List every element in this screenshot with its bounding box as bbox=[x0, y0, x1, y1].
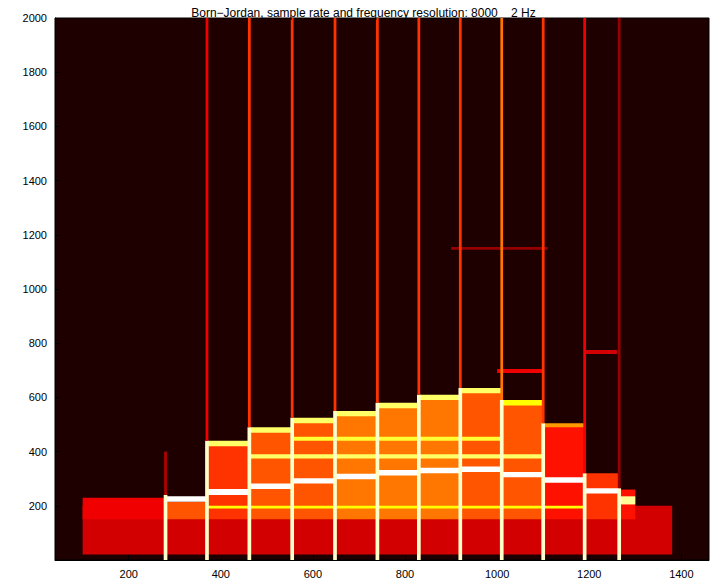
svg-text:1400: 1400 bbox=[669, 568, 693, 580]
svg-text:1600: 1600 bbox=[23, 120, 47, 132]
svg-text:1200: 1200 bbox=[23, 229, 47, 241]
svg-text:800: 800 bbox=[29, 337, 47, 349]
svg-text:1800: 1800 bbox=[23, 66, 47, 78]
svg-text:600: 600 bbox=[29, 391, 47, 403]
svg-text:800: 800 bbox=[396, 568, 414, 580]
svg-text:2000: 2000 bbox=[23, 12, 47, 24]
svg-text:1200: 1200 bbox=[577, 568, 601, 580]
svg-text:600: 600 bbox=[304, 568, 322, 580]
svg-text:1400: 1400 bbox=[23, 175, 47, 187]
svg-text:400: 400 bbox=[29, 446, 47, 458]
svg-text:1000: 1000 bbox=[485, 568, 509, 580]
svg-text:200: 200 bbox=[29, 500, 47, 512]
svg-text:400: 400 bbox=[212, 568, 230, 580]
svg-text:Born−Jordan, sample rate and f: Born−Jordan, sample rate and frequency r… bbox=[191, 6, 536, 20]
svg-text:200: 200 bbox=[120, 568, 138, 580]
svg-text:1000: 1000 bbox=[23, 283, 47, 295]
